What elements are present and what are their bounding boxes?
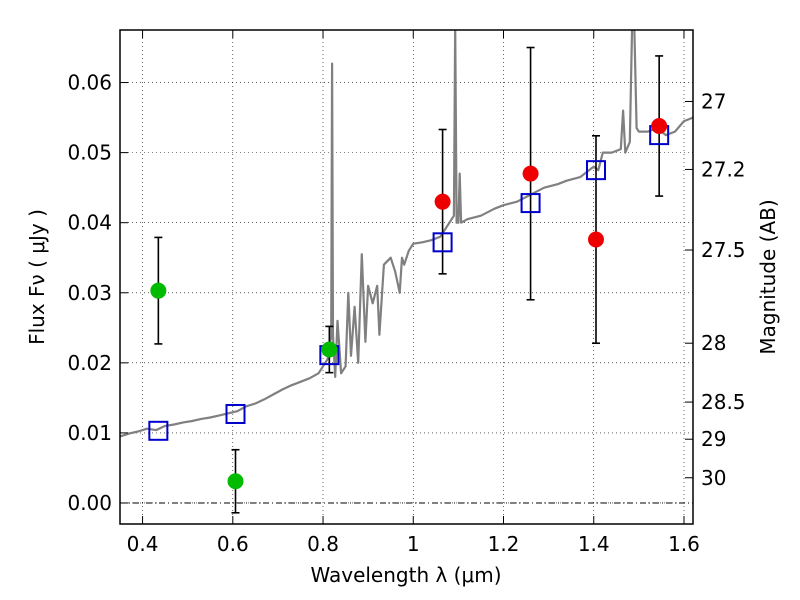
data-point-marker — [522, 165, 539, 182]
x-tick-label: 1.4 — [578, 532, 610, 556]
right-tick-label: 30 — [701, 466, 726, 490]
right-tick-label: 28.5 — [701, 390, 746, 414]
x-tick-label: 1.6 — [668, 532, 700, 556]
y-tick-label: 0.04 — [67, 211, 112, 235]
plot-background — [120, 30, 693, 524]
y-axis-label: Flux Fν ( μJy ) — [25, 209, 49, 345]
axis-ticks: 0.4 0.6 0.8 1 1.2 1.4 1.6 0.00 0.01 0.02 0.03 0.04 0… — [67, 30, 746, 556]
x-tick-label: 1.2 — [488, 532, 520, 556]
data-point-marker — [651, 117, 668, 134]
spectrum-curve — [120, 30, 693, 438]
right-tick-label: 28 — [701, 331, 726, 355]
data-point-marker — [227, 473, 244, 490]
model-square-marker — [432, 232, 453, 253]
plot-frame — [119, 29, 694, 525]
x-axis-label: Wavelength λ (μm) — [310, 563, 501, 587]
model-square-marker — [520, 193, 541, 214]
y-tick-label: 0.02 — [67, 351, 112, 375]
y-tick-label: 0.03 — [67, 281, 112, 305]
x-tick-label: 0.4 — [127, 532, 159, 556]
y-tick-label: 0.01 — [67, 421, 112, 445]
model-square-marker — [585, 160, 606, 181]
x-tick-label: 1 — [407, 532, 420, 556]
data-point-marker — [434, 193, 451, 210]
y-tick-label: 0.00 — [67, 491, 112, 515]
model-square-marker — [148, 420, 169, 441]
data-point-marker — [150, 282, 167, 299]
x-tick-label: 0.6 — [217, 532, 249, 556]
right-tick-label: 29 — [701, 427, 726, 451]
data-point-marker — [587, 231, 604, 248]
spectrum-layer — [120, 30, 693, 438]
x-tick-label: 0.8 — [307, 532, 339, 556]
right-tick-label: 27.2 — [701, 157, 746, 181]
data-point-marker — [321, 341, 338, 358]
right-tick-label: 27.5 — [701, 238, 746, 262]
right-tick-label: 27 — [701, 89, 726, 113]
model-square-marker — [225, 403, 246, 424]
data-markers — [148, 117, 670, 490]
right-axis-label: Magnitude (AB) — [756, 199, 780, 354]
y-tick-label: 0.06 — [67, 71, 112, 95]
y-tick-label: 0.05 — [67, 141, 112, 165]
